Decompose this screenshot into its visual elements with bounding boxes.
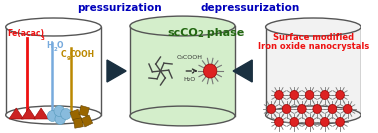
Circle shape [305, 90, 314, 99]
Text: C: C [60, 50, 66, 59]
Ellipse shape [130, 16, 235, 36]
Polygon shape [21, 108, 36, 119]
Circle shape [336, 117, 344, 126]
Ellipse shape [266, 106, 361, 124]
Polygon shape [233, 60, 252, 82]
Text: O: O [56, 41, 63, 50]
Circle shape [275, 90, 283, 99]
Text: 9: 9 [67, 56, 71, 61]
Text: pressurization: pressurization [77, 3, 162, 13]
Text: Surface modified: Surface modified [273, 33, 354, 42]
FancyBboxPatch shape [266, 27, 361, 115]
Circle shape [60, 109, 71, 119]
Polygon shape [73, 118, 83, 128]
Polygon shape [70, 109, 81, 121]
Circle shape [336, 90, 344, 99]
Text: H₂O: H₂O [183, 77, 195, 82]
Circle shape [313, 105, 321, 113]
Polygon shape [81, 115, 93, 127]
Polygon shape [107, 60, 126, 82]
Text: 2: 2 [198, 30, 204, 39]
Circle shape [54, 105, 65, 117]
Circle shape [344, 105, 352, 113]
Text: C₉COOH: C₉COOH [176, 55, 202, 60]
FancyBboxPatch shape [6, 27, 101, 115]
Text: depressurization: depressurization [201, 3, 300, 13]
Text: scCO: scCO [167, 28, 198, 38]
Circle shape [275, 117, 283, 126]
Circle shape [267, 105, 276, 113]
Circle shape [290, 117, 299, 126]
Circle shape [203, 64, 217, 78]
FancyBboxPatch shape [130, 26, 235, 116]
Circle shape [290, 90, 299, 99]
Ellipse shape [130, 106, 235, 126]
Circle shape [321, 117, 329, 126]
Circle shape [47, 111, 58, 122]
Circle shape [321, 90, 329, 99]
Ellipse shape [6, 106, 101, 124]
Ellipse shape [6, 18, 101, 36]
Text: COOH: COOH [70, 50, 95, 59]
Circle shape [282, 105, 291, 113]
Text: 3: 3 [41, 36, 45, 41]
Text: H: H [46, 41, 53, 50]
Text: 2: 2 [54, 47, 57, 52]
Circle shape [305, 117, 314, 126]
Polygon shape [34, 108, 48, 119]
Circle shape [297, 105, 306, 113]
Polygon shape [79, 105, 89, 117]
Ellipse shape [266, 18, 361, 36]
Circle shape [55, 113, 65, 124]
Text: Fe(acac): Fe(acac) [8, 29, 45, 38]
Polygon shape [9, 108, 23, 119]
Circle shape [328, 105, 337, 113]
Text: phase: phase [203, 28, 244, 38]
Text: Iron oxide nanocrystals: Iron oxide nanocrystals [258, 42, 369, 51]
